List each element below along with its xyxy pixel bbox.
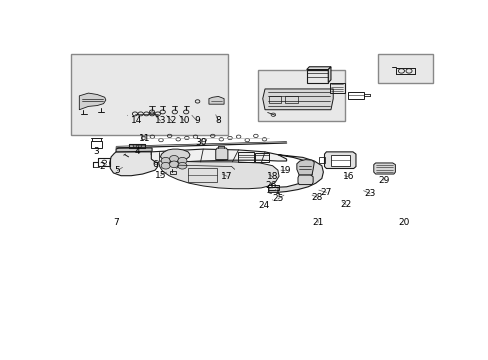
Polygon shape xyxy=(215,148,227,159)
Text: 22: 22 xyxy=(340,200,351,209)
Text: 18: 18 xyxy=(266,172,278,181)
Circle shape xyxy=(169,156,178,162)
Text: 12: 12 xyxy=(166,115,177,125)
Text: 30: 30 xyxy=(194,138,206,147)
Text: 5: 5 xyxy=(114,166,122,175)
Polygon shape xyxy=(258,69,345,121)
Text: 24: 24 xyxy=(258,200,272,210)
Text: 14: 14 xyxy=(127,115,142,125)
Text: 15: 15 xyxy=(154,171,166,180)
Polygon shape xyxy=(262,89,332,110)
Circle shape xyxy=(178,157,186,164)
Text: 20: 20 xyxy=(398,218,409,227)
Text: 6: 6 xyxy=(152,160,159,169)
Text: 7: 7 xyxy=(113,218,119,227)
Circle shape xyxy=(178,162,186,169)
Polygon shape xyxy=(373,163,395,174)
Text: 16: 16 xyxy=(342,172,353,181)
Text: 8: 8 xyxy=(215,115,221,125)
Text: 19: 19 xyxy=(279,166,291,175)
Text: 11: 11 xyxy=(139,134,150,143)
Polygon shape xyxy=(79,93,105,110)
Polygon shape xyxy=(151,149,286,163)
Circle shape xyxy=(161,157,170,164)
Text: 23: 23 xyxy=(363,189,375,198)
Text: 27: 27 xyxy=(318,188,331,197)
Text: 21: 21 xyxy=(312,218,323,227)
Text: 4: 4 xyxy=(134,147,140,156)
Text: 3: 3 xyxy=(93,147,99,156)
Polygon shape xyxy=(297,175,312,185)
Polygon shape xyxy=(70,54,227,135)
Polygon shape xyxy=(324,152,355,168)
Circle shape xyxy=(161,162,170,169)
Text: 28: 28 xyxy=(310,193,322,202)
Text: 17: 17 xyxy=(221,172,232,181)
Text: 25: 25 xyxy=(272,194,284,203)
Polygon shape xyxy=(306,67,330,69)
Text: 29: 29 xyxy=(378,176,389,185)
Text: 2: 2 xyxy=(99,162,106,171)
Text: 9: 9 xyxy=(191,115,199,125)
Text: 26: 26 xyxy=(265,181,277,190)
Polygon shape xyxy=(160,149,189,162)
Text: 13: 13 xyxy=(154,115,166,125)
Polygon shape xyxy=(159,161,279,189)
Polygon shape xyxy=(330,155,349,166)
Polygon shape xyxy=(296,159,314,175)
Polygon shape xyxy=(109,152,158,176)
Polygon shape xyxy=(116,148,152,152)
Polygon shape xyxy=(327,67,330,82)
Polygon shape xyxy=(268,155,323,192)
Text: 10: 10 xyxy=(178,115,190,125)
Circle shape xyxy=(169,161,178,168)
Polygon shape xyxy=(208,96,224,104)
Polygon shape xyxy=(377,54,432,84)
Text: 1: 1 xyxy=(274,187,280,196)
